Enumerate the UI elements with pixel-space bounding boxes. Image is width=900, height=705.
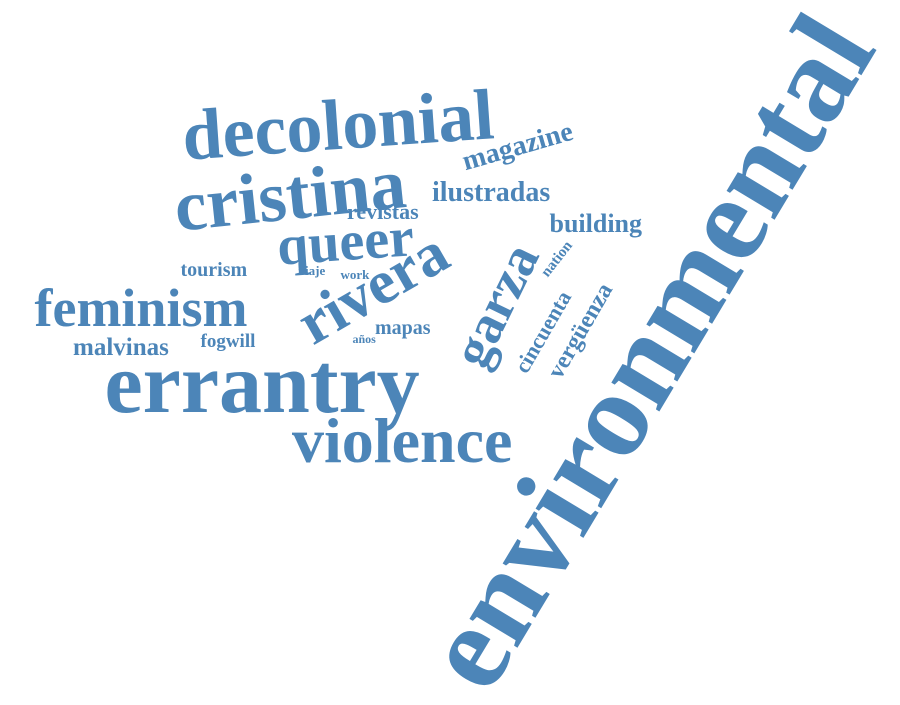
word-tourism: tourism — [180, 259, 248, 281]
word-fogwill: fogwill — [200, 330, 256, 352]
word-errantry: errantry — [104, 335, 420, 431]
word-ilustradas: ilustradas — [432, 177, 551, 208]
word-building: building — [549, 209, 643, 238]
word-violence: violence — [292, 405, 513, 476]
word-malvinas: malvinas — [73, 333, 169, 361]
word-viaje: viaje — [298, 262, 326, 278]
word-mapas: mapas — [375, 317, 431, 339]
word-feminism: feminism — [34, 278, 248, 338]
word-work: work — [340, 266, 370, 282]
word-revistas: revistas — [347, 199, 419, 224]
word-anos: años — [352, 332, 376, 346]
